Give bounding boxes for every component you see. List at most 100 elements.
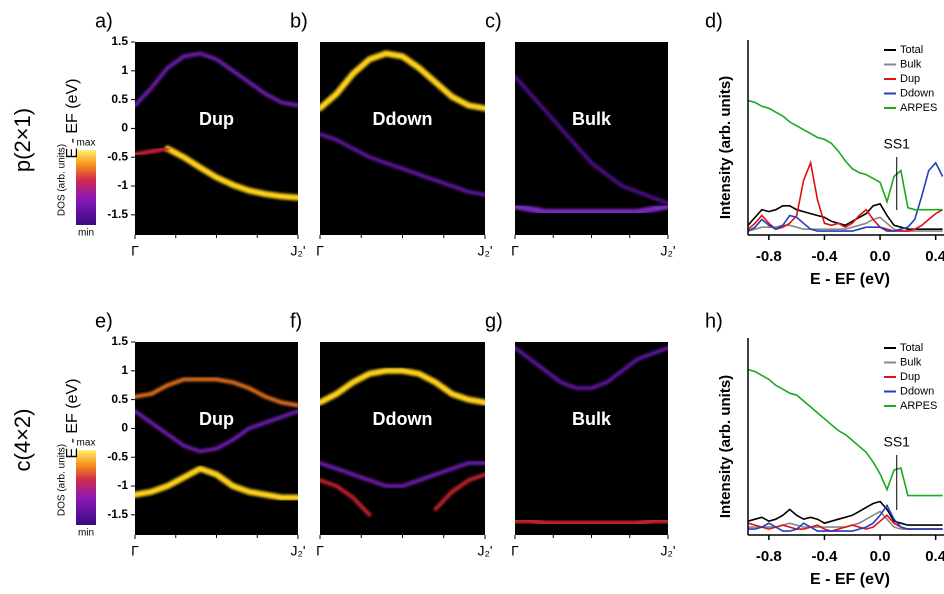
y-tick-label: -1.5 (107, 207, 128, 221)
x-axis-label: E - EF (eV) (810, 271, 890, 288)
panel-label: b) (290, 10, 308, 32)
heatmap-background (135, 342, 298, 535)
y-tick-label: 1 (121, 63, 128, 77)
y-tick-label: 1.5 (111, 334, 128, 348)
legend-label: Total (900, 342, 923, 354)
band-line (135, 51, 298, 108)
y-tick-label: -1 (117, 478, 128, 492)
legend-label: Ddown (900, 87, 934, 99)
line-group (748, 368, 943, 532)
colorbar (76, 150, 96, 225)
panel-label: f) (290, 310, 302, 332)
band-line (135, 377, 298, 408)
band-line (320, 367, 485, 406)
panel-band-label: Ddown (373, 109, 433, 129)
y-tick-label: 0 (121, 421, 128, 435)
band-line (320, 472, 485, 517)
spectrum-line (748, 161, 944, 232)
y-axis-label: Intensity (arb. units) (717, 76, 734, 219)
x-tick-label: Γ (316, 243, 324, 259)
panel-band-label: Ddown (373, 409, 433, 429)
x-tick-label: J₂' (477, 543, 492, 559)
x-tick-label: 0.0 (870, 248, 891, 265)
band-group (515, 345, 668, 527)
band-line (320, 461, 485, 488)
legend-label: Dup (900, 371, 920, 383)
band-group (135, 51, 298, 201)
legend-label: Ddown (900, 385, 934, 397)
spectrum-line (748, 99, 943, 211)
x-axis-label: E - EF (eV) (810, 571, 890, 588)
heatmap-background (515, 342, 668, 535)
band-line (320, 132, 485, 197)
y-tick-label: -0.5 (107, 449, 128, 463)
band-line (515, 203, 668, 215)
spectrum-line (748, 500, 943, 526)
annotation: SS1 (884, 434, 911, 450)
y-tick-label: 1 (121, 363, 128, 377)
spectrum-line (748, 202, 943, 230)
legend-label: Bulk (900, 356, 922, 368)
y-tick-label: 0 (121, 121, 128, 135)
colorbar-min: min (78, 528, 94, 539)
band-line (164, 145, 298, 201)
band-line (135, 146, 170, 157)
panel-band-label: Bulk (572, 109, 612, 129)
panel-label: c) (485, 10, 502, 32)
band-group (515, 74, 668, 215)
y-tick-label: -1 (117, 178, 128, 192)
spectrum-line (748, 503, 943, 532)
spectrum-line (748, 368, 943, 497)
y-axis-label: E - EF (eV) (64, 378, 81, 458)
x-tick-label: Γ (511, 543, 519, 559)
colorbar (76, 450, 96, 525)
band-line (515, 74, 668, 206)
x-tick-label: J₂' (660, 543, 675, 559)
legend-label: Dup (900, 73, 920, 85)
x-tick-label: J₂' (477, 243, 492, 259)
row-label: p(2×1) (10, 108, 35, 172)
legend-label: Total (900, 44, 923, 56)
x-tick-label: 0.4 (925, 248, 944, 265)
panel-label: d) (705, 10, 723, 32)
band-line (320, 50, 485, 112)
heatmap-background (320, 42, 485, 235)
band-group (320, 50, 485, 197)
heatmap-background (135, 42, 298, 235)
panel-band-label: Bulk (572, 409, 612, 429)
colorbar-max: max (77, 138, 96, 149)
panel-band-label: Dup (199, 409, 234, 429)
annotation: SS1 (884, 136, 911, 152)
y-tick-label: 1.5 (111, 34, 128, 48)
y-tick-label: 0.5 (111, 392, 128, 406)
y-tick-label: 0.5 (111, 92, 128, 106)
x-tick-label: -0.8 (756, 248, 782, 265)
x-tick-label: Γ (511, 243, 519, 259)
y-axis-label: Intensity (arb. units) (717, 375, 734, 518)
x-tick-label: -0.8 (756, 548, 782, 565)
band-line (135, 409, 298, 454)
row-label: c(4×2) (10, 409, 35, 472)
colorbar-title: DOS (arb. units) (57, 144, 68, 216)
panel-label: h) (705, 310, 723, 332)
panel-label: a) (95, 10, 113, 32)
band-line (135, 465, 298, 501)
x-tick-label: Γ (131, 243, 139, 259)
y-tick-label: -1.5 (107, 507, 128, 521)
x-tick-label: 0.0 (870, 548, 891, 565)
colorbar-max: max (77, 438, 96, 449)
spectrum-line (748, 159, 943, 232)
y-tick-label: -0.5 (107, 149, 128, 163)
x-tick-label: Γ (131, 543, 139, 559)
y-axis-label: E - EF (eV) (64, 78, 81, 158)
x-tick-label: Γ (316, 543, 324, 559)
legend-label: Bulk (900, 58, 922, 70)
x-tick-label: -0.4 (812, 548, 839, 565)
x-tick-label: 0.4 (925, 548, 944, 565)
heatmap-background (320, 342, 485, 535)
legend-label: ARPES (900, 400, 937, 412)
line-group (748, 99, 944, 232)
panel-band-label: Dup (199, 109, 234, 129)
x-tick-label: J₂' (660, 243, 675, 259)
